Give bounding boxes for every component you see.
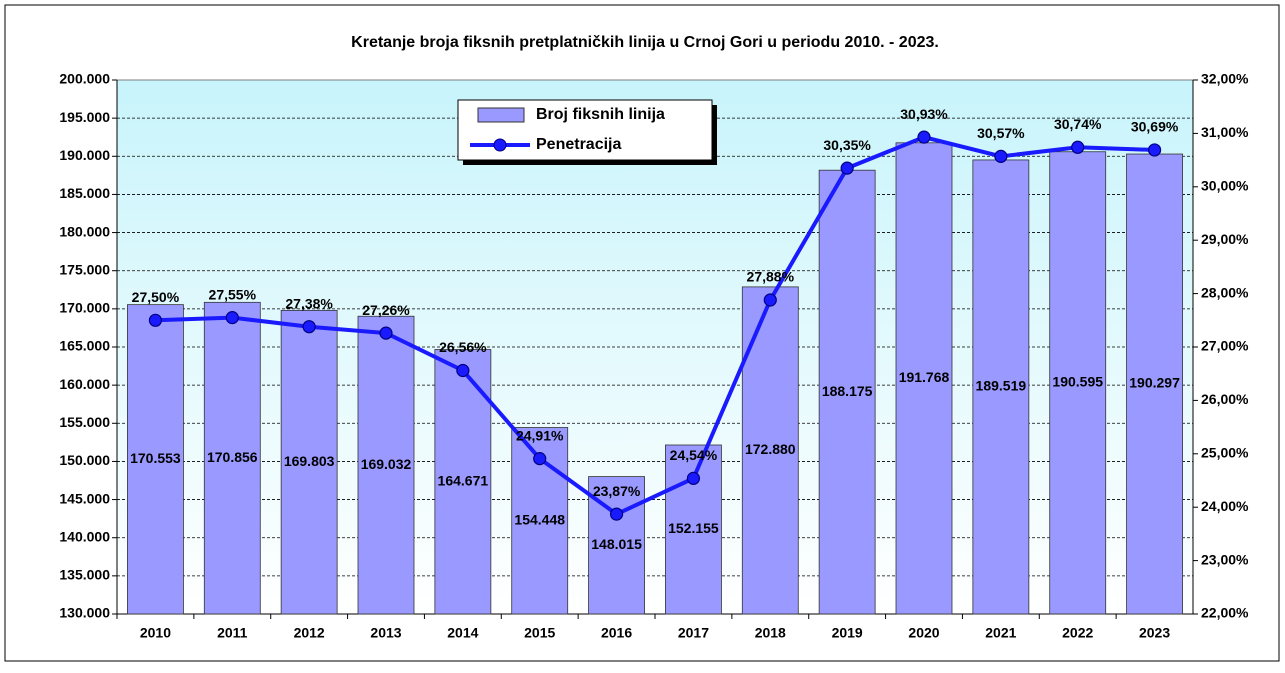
legend-label: Broj fiksnih linija [536, 106, 665, 123]
bar-value-label: 190.297 [1129, 375, 1180, 391]
line-value-label: 30,74% [1054, 116, 1102, 132]
y2-tick-label: 22,00% [1201, 605, 1249, 621]
y2-tick-label: 30,00% [1201, 178, 1249, 194]
line-marker [917, 130, 931, 144]
bar-value-label: 154.448 [514, 511, 565, 527]
bar-value-label: 169.032 [361, 456, 412, 472]
bar [127, 304, 184, 615]
line-marker [302, 320, 316, 334]
bar-value-label: 190.595 [1052, 374, 1103, 390]
y-tick-label: 175.000 [59, 261, 110, 277]
y-tick-label: 150.000 [59, 452, 110, 468]
line-value-label: 30,93% [900, 106, 948, 122]
bar-value-label: 169.803 [284, 453, 335, 469]
x-tick-label: 2017 [678, 625, 709, 641]
bar [203, 301, 261, 615]
bar [1126, 153, 1183, 615]
line-marker [456, 363, 470, 378]
x-tick-label: 2020 [908, 625, 939, 641]
line-value-label: 27,55% [209, 286, 257, 302]
legend-marker [493, 138, 507, 152]
x-tick-label: 2021 [985, 625, 1016, 641]
bar-value-label: 188.175 [822, 383, 873, 399]
line-marker [1147, 143, 1162, 157]
bar-value-label: 191.768 [899, 369, 950, 385]
bar-value-label: 170.856 [207, 449, 258, 465]
x-tick-label: 2011 [217, 625, 248, 641]
line-value-label: 24,54% [670, 447, 718, 463]
line-marker [840, 161, 854, 175]
line-value-label: 30,69% [1131, 119, 1179, 135]
y2-tick-label: 26,00% [1201, 391, 1249, 407]
x-tick-label: 2010 [140, 625, 171, 641]
y-tick-label: 195.000 [59, 109, 110, 125]
line-value-label: 30,57% [977, 125, 1025, 141]
y2-tick-label: 29,00% [1201, 231, 1249, 247]
line-value-label: 27,26% [362, 302, 410, 318]
y-tick-label: 165.000 [59, 338, 110, 354]
line-marker [763, 293, 777, 307]
bar-value-label: 189.519 [976, 378, 1027, 394]
y2-tick-label: 31,00% [1201, 124, 1249, 140]
line-value-label: 27,50% [132, 289, 180, 305]
line-value-label: 27,38% [285, 295, 333, 311]
y-tick-label: 155.000 [59, 414, 110, 430]
y-tick-label: 145.000 [59, 490, 110, 506]
line-marker [148, 313, 163, 327]
line-value-label: 30,35% [823, 137, 871, 153]
y2-tick-label: 24,00% [1201, 498, 1249, 514]
bar-value-label: 152.155 [668, 520, 719, 536]
x-tick-label: 2013 [370, 625, 401, 641]
line-marker [994, 149, 1008, 163]
line-value-label: 24,91% [516, 427, 564, 443]
x-tick-label: 2012 [294, 625, 325, 641]
y2-tick-label: 28,00% [1201, 284, 1249, 300]
line-marker [686, 471, 701, 485]
bar [1049, 151, 1107, 615]
bar [280, 309, 338, 615]
bar [357, 315, 415, 615]
bar-value-label: 170.553 [130, 450, 181, 466]
line-marker [533, 452, 547, 466]
line-marker [379, 326, 393, 340]
chart-title: Kretanje broja fiksnih pretplatničkih li… [351, 34, 939, 51]
line-value-label: 26,56% [439, 339, 487, 355]
legend-label: Penetracija [536, 136, 621, 153]
y-tick-label: 160.000 [59, 376, 110, 392]
y2-tick-label: 32,00% [1201, 71, 1249, 87]
x-tick-label: 2014 [447, 625, 478, 641]
y-tick-label: 130.000 [59, 605, 110, 621]
line-marker [225, 311, 239, 325]
y-tick-label: 200.000 [59, 71, 110, 87]
line-marker [1071, 140, 1085, 154]
x-tick-label: 2016 [601, 625, 632, 641]
bar-value-label: 148.015 [591, 536, 642, 552]
y-tick-label: 180.000 [59, 223, 110, 239]
x-tick-label: 2023 [1139, 625, 1170, 641]
bar-value-label: 172.880 [745, 441, 796, 457]
bar [895, 142, 953, 615]
x-tick-label: 2018 [755, 625, 786, 641]
y2-tick-label: 25,00% [1201, 445, 1249, 461]
x-tick-label: 2019 [832, 625, 863, 641]
y-tick-label: 140.000 [59, 528, 110, 544]
y-tick-label: 190.000 [59, 147, 110, 163]
bar [972, 159, 1030, 615]
y-tick-label: 170.000 [59, 300, 110, 316]
line [155, 135, 1155, 517]
line-marker [609, 507, 624, 521]
y2-tick-label: 23,00% [1201, 551, 1249, 567]
y-tick-label: 135.000 [59, 567, 110, 583]
x-tick-label: 2022 [1062, 625, 1093, 641]
line-value-label: 27,88% [747, 269, 795, 285]
y2-tick-label: 27,00% [1201, 338, 1249, 354]
x-tick-label: 2015 [524, 625, 555, 641]
line-value-label: 23,87% [593, 483, 641, 499]
legend-swatch [477, 107, 525, 123]
y-tick-label: 185.000 [59, 185, 110, 201]
bar-value-label: 164.671 [438, 472, 489, 488]
